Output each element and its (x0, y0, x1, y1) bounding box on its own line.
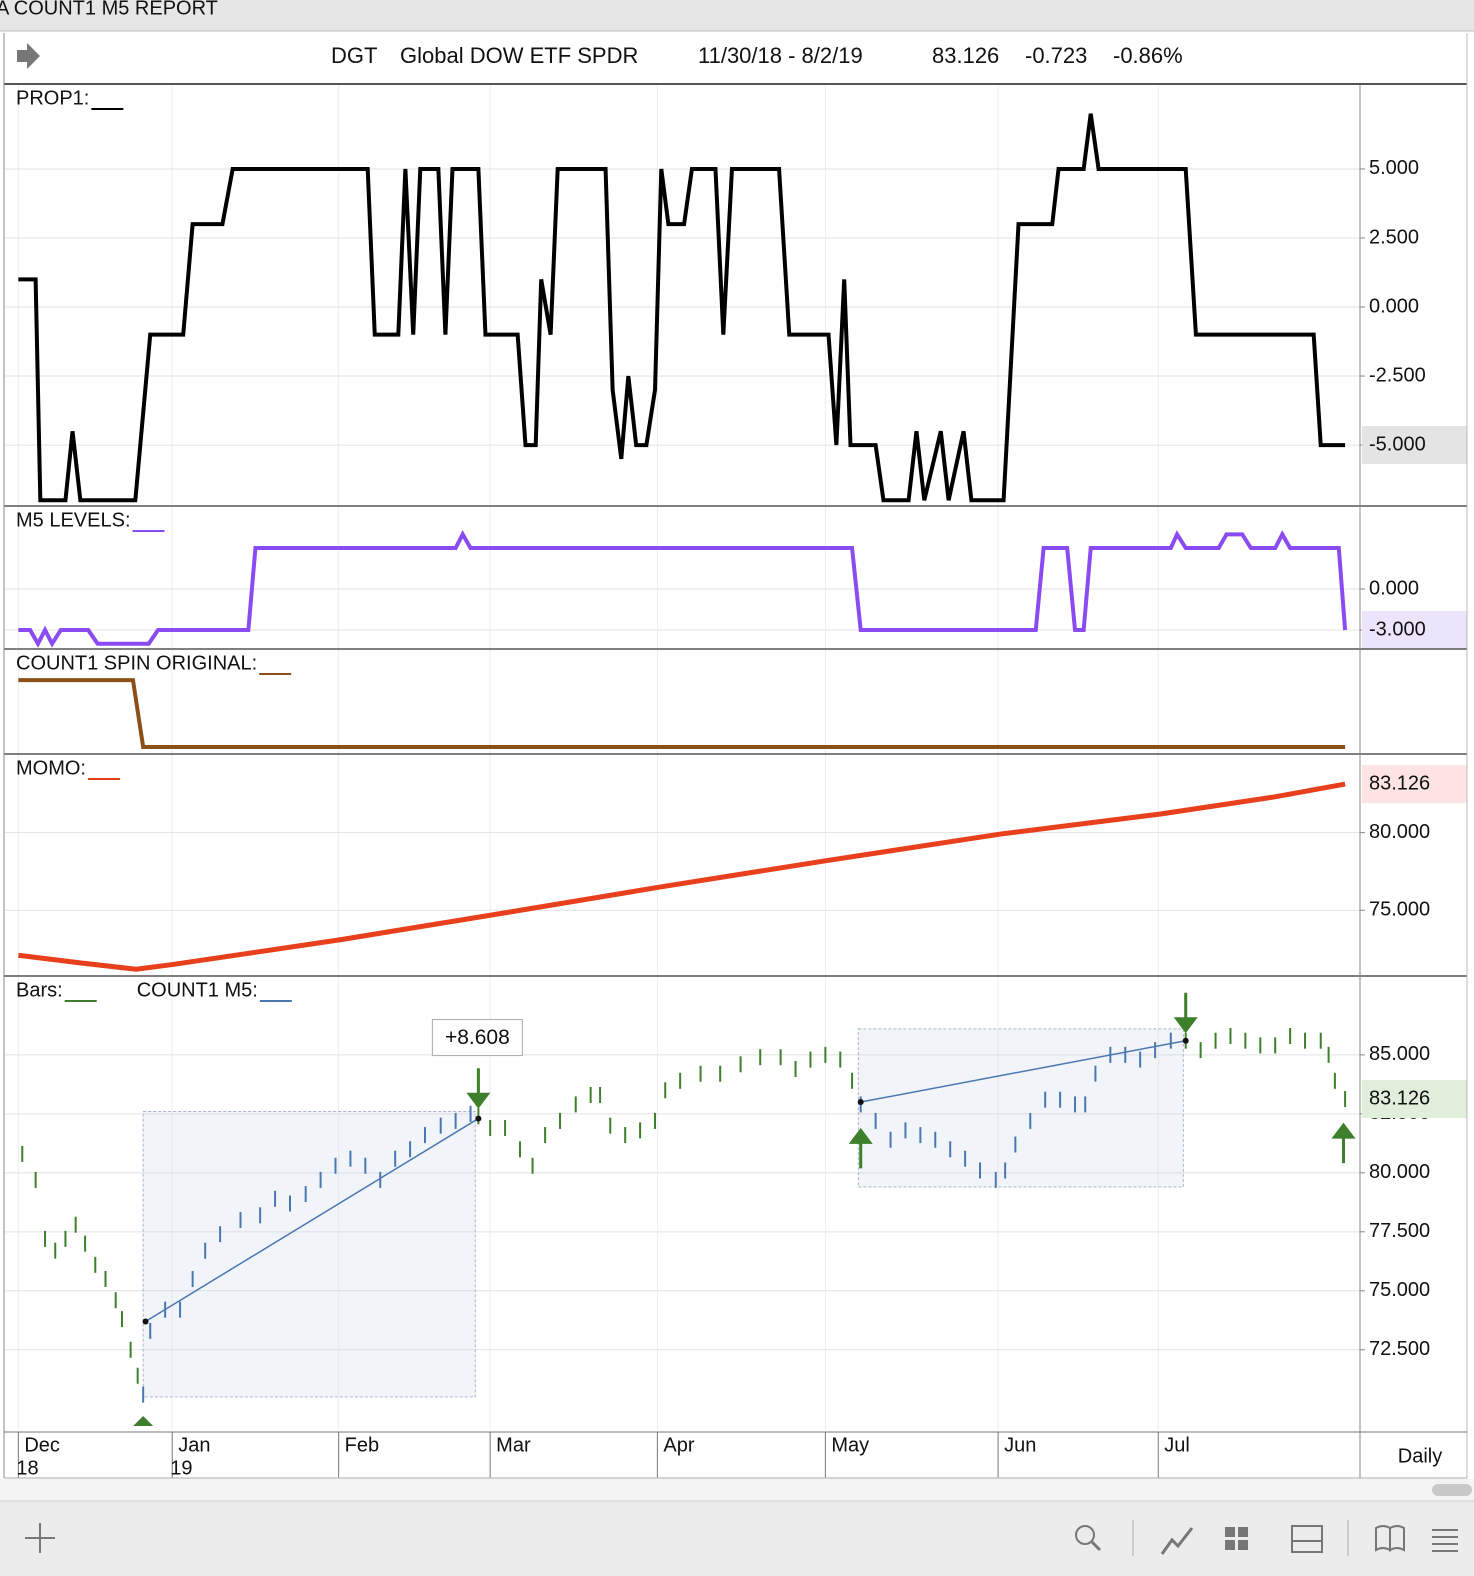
y-tick-label: -3.000 (1369, 618, 1426, 640)
last-value-label: 83.126 (1369, 772, 1430, 794)
x-tick-label: Mar (496, 1434, 531, 1456)
panel-button[interactable] (1291, 1525, 1323, 1553)
window-title: A COUNT1 M5 REPORT (0, 0, 218, 19)
menu-button[interactable] (1432, 1529, 1458, 1552)
series-line (18, 113, 1346, 503)
draw-button[interactable] (1160, 1527, 1194, 1555)
y-tick-label: 80.000 (1369, 1161, 1430, 1183)
nav-arrow[interactable] (17, 43, 40, 69)
change: -0.723 (1025, 43, 1087, 68)
panel-label: Bars: (16, 979, 63, 1001)
last-value-label: 83.126 (1369, 1087, 1430, 1109)
series-line (18, 530, 1348, 648)
layout-button[interactable] (1225, 1527, 1248, 1550)
trend-point (857, 1099, 864, 1106)
signal-up-arrow (1331, 1122, 1356, 1164)
y-tick-label: 0.000 (1369, 295, 1419, 317)
last-value-box (1362, 1080, 1467, 1119)
last-price: 83.126 (932, 43, 999, 68)
add-button[interactable] (25, 1523, 55, 1553)
y-tick-label: 0.000 (1369, 577, 1419, 599)
annotation-box (431, 1019, 523, 1057)
x-tick-label: Feb (345, 1434, 379, 1456)
x-tick-label: Apr (663, 1434, 694, 1456)
signal-up-arrow (848, 1127, 873, 1169)
panel-label: PROP1: (16, 87, 89, 109)
series-line (18, 678, 1346, 749)
y-tick-label: 77.500 (1369, 1220, 1430, 1242)
y-tick-label: 75.000 (1369, 899, 1430, 921)
trend-point (1182, 1037, 1189, 1044)
low-marker (133, 1416, 154, 1426)
title-bar (0, 0, 1474, 31)
book-button[interactable] (1375, 1525, 1405, 1552)
y-tick-label: 5.000 (1369, 157, 1419, 179)
panel-label: COUNT1 M5: (137, 979, 258, 1001)
signal-region (857, 1028, 1184, 1188)
symbol: DGT (331, 43, 377, 68)
panel-label: MOMO: (16, 757, 86, 779)
y-tick-label: -2.500 (1369, 364, 1426, 386)
change-pct: -0.86% (1113, 43, 1183, 68)
y-tick-label: 72.500 (1369, 1338, 1430, 1360)
trend-point (142, 1318, 149, 1325)
series-line (18, 781, 1346, 972)
trend-point (475, 1115, 482, 1122)
y-tick-label: 85.000 (1369, 1043, 1430, 1065)
signal-region (142, 1110, 476, 1398)
last-value-box (1362, 611, 1467, 650)
y-tick-label: 2.500 (1369, 226, 1419, 248)
search-button[interactable] (1075, 1525, 1102, 1552)
x-tick-label: Jul (1164, 1434, 1190, 1456)
last-value-box (1362, 765, 1467, 804)
instrument-name: Global DOW ETF SPDR (400, 43, 638, 68)
date-range: 11/30/18 - 8/2/19 (698, 43, 863, 68)
period: Daily (1398, 1445, 1442, 1467)
y-tick-label: 80.000 (1369, 821, 1430, 843)
trend-line (860, 1039, 1186, 1103)
x-tick-label: May (831, 1434, 869, 1456)
panel-label: COUNT1 SPIN ORIGINAL: (16, 652, 257, 674)
plots: Dec Jan Feb Mar Apr May Jun Jul 18 19 5.000 2.500 0.… (4, 85, 1467, 1479)
year-label: 19 (170, 1457, 192, 1479)
signal-down-arrow (1173, 992, 1198, 1034)
y-tick-label: 75.000 (1369, 1279, 1430, 1301)
annotation-text: +8.608 (445, 1026, 510, 1049)
toolbar (0, 1501, 1474, 1576)
header-bar (4, 33, 1467, 83)
x-tick-label: Jan (178, 1434, 210, 1456)
last-value-box (1362, 426, 1467, 465)
x-tick-label: Dec (24, 1434, 60, 1456)
year-label: 18 (16, 1457, 38, 1479)
x-tick-label: Jun (1004, 1434, 1036, 1456)
panel-label: M5 LEVELS: (16, 509, 131, 531)
scroll-area (0, 1479, 1474, 1501)
signal-down-arrow (466, 1068, 491, 1109)
y-tick-label: -5.000 (1369, 433, 1426, 455)
scrollbar[interactable] (1432, 1484, 1472, 1496)
trend-line (145, 1117, 479, 1323)
